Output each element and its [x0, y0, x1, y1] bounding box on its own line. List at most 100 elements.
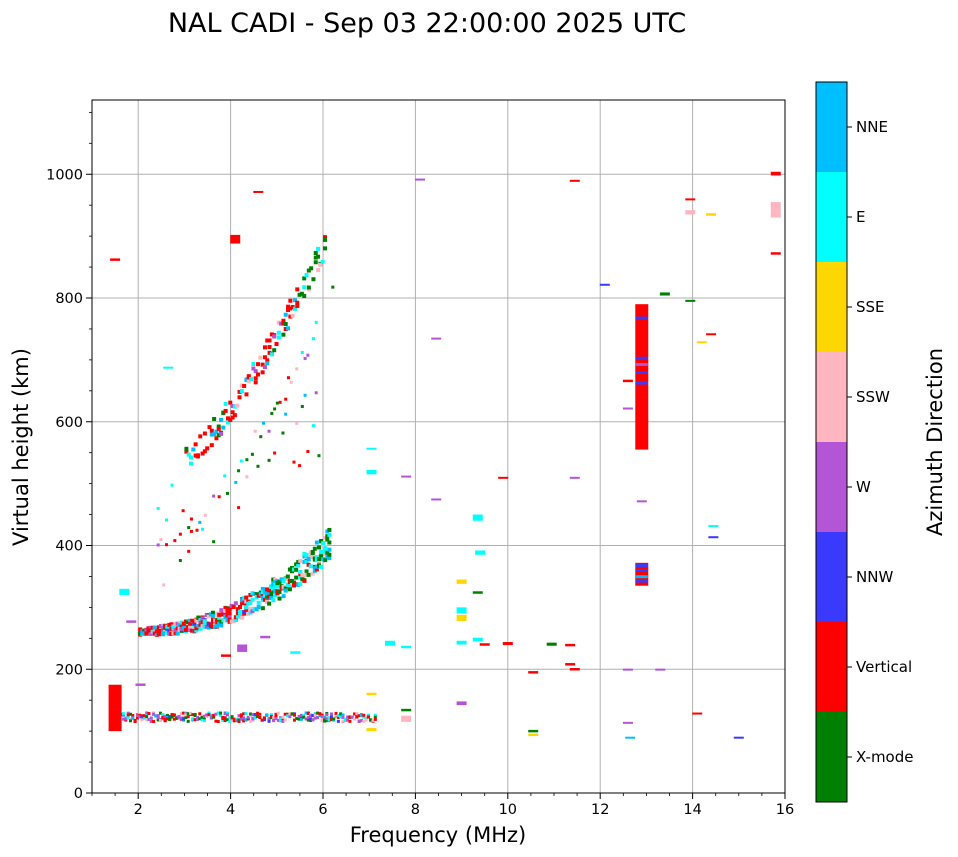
multi-hop-echo — [225, 416, 230, 421]
isolated-echo — [565, 663, 576, 666]
f-layer-echo — [277, 590, 282, 595]
f-layer-echo — [271, 586, 276, 591]
x-tick-label: 12 — [591, 802, 609, 818]
f-layer-echo — [292, 567, 297, 572]
e-layer-echo — [158, 711, 162, 715]
multi-hop-echo — [302, 285, 307, 290]
e-layer-echo — [304, 711, 308, 715]
e-layer-echo — [336, 715, 340, 719]
multi-hop-echo — [214, 429, 219, 434]
second-hop-echo — [278, 400, 282, 404]
f-layer-echo — [188, 627, 193, 632]
y-tick-label: 1000 — [46, 167, 83, 183]
multi-hop-echo — [256, 372, 261, 377]
f-layer-echo — [310, 555, 315, 560]
e-layer-echo — [302, 714, 306, 718]
f-layer-echo — [146, 629, 151, 634]
f-layer-echo — [277, 596, 282, 601]
multi-hop-echo — [274, 342, 279, 347]
f-layer-echo — [292, 580, 297, 585]
e-layer-echo — [274, 716, 278, 720]
multi-hop-echo — [288, 306, 293, 311]
isolated-echo — [502, 642, 513, 646]
scatter-echo — [284, 412, 288, 416]
f-layer-echo — [289, 569, 294, 574]
e-layer-echo — [168, 715, 172, 719]
f-layer-echo — [294, 567, 299, 572]
e-layer-echo — [311, 718, 315, 722]
f-layer-echo — [279, 586, 284, 591]
multi-hop-echo — [209, 443, 214, 448]
f-layer-echo — [310, 571, 315, 576]
e-layer-echo — [219, 711, 223, 715]
f-layer-echo — [175, 621, 180, 626]
f-layer-echo — [188, 621, 193, 626]
scatter-echo — [295, 421, 299, 425]
f-layer-echo — [210, 624, 215, 629]
e-layer-echo — [362, 713, 366, 717]
f-layer-echo — [244, 608, 249, 613]
e-layer-echo — [339, 712, 343, 716]
f-layer-echo — [275, 584, 280, 589]
f-layer-echo — [271, 598, 276, 603]
f-layer-echo — [314, 540, 319, 545]
e-layer-echo — [256, 711, 260, 715]
e-layer-echo — [221, 716, 225, 720]
e-layer-echo — [320, 714, 324, 718]
e-layer-echo — [329, 718, 333, 722]
isolated-echo — [706, 213, 717, 216]
f-layer-echo — [196, 615, 201, 620]
isolated-echo — [108, 684, 122, 732]
f-layer-echo — [258, 592, 263, 597]
f-layer-echo — [138, 627, 143, 632]
f-layer-echo — [312, 557, 317, 562]
multi-hop-echo — [283, 327, 288, 332]
multi-hop-echo — [272, 348, 277, 353]
second-hop-echo — [234, 480, 238, 484]
e-layer-echo — [200, 715, 204, 719]
f-layer-echo — [298, 582, 303, 587]
e-layer-echo — [223, 712, 227, 716]
isolated-echo — [565, 643, 576, 647]
e-layer-echo — [223, 716, 227, 720]
e-layer-echo — [295, 717, 299, 721]
isolated-echo — [126, 620, 137, 623]
isolated-echo — [770, 202, 781, 218]
f-layer-echo — [279, 577, 284, 582]
e-layer-echo — [202, 714, 206, 718]
f-layer-echo — [283, 588, 288, 593]
x-axis-label: Frequency (MHz) — [350, 823, 526, 847]
e-layer-echo — [168, 717, 172, 721]
f-layer-echo — [302, 560, 307, 565]
f-layer-echo — [229, 619, 234, 624]
scatter-echo — [225, 491, 229, 495]
e-layer-echo — [214, 712, 218, 716]
f-layer-echo — [158, 629, 163, 634]
e-layer-echo — [138, 715, 142, 719]
e-layer-echo — [131, 716, 135, 720]
e-layer-echo — [163, 717, 167, 721]
f-layer-echo — [248, 610, 253, 615]
f-layer-echo — [206, 622, 211, 627]
scatter-echo — [245, 475, 249, 479]
multi-hop-echo — [246, 375, 251, 380]
f-layer-echo — [316, 545, 321, 550]
f-layer-echo — [312, 568, 317, 573]
f-layer-echo — [327, 556, 332, 561]
multi-hop-echo — [318, 262, 323, 267]
column-accent — [635, 579, 648, 583]
e-layer-echo — [158, 719, 162, 723]
e-layer-echo — [256, 714, 260, 718]
e-layer-echo — [253, 716, 257, 720]
y-tick-label: 200 — [55, 662, 83, 678]
second-hop-echo — [275, 401, 279, 405]
f-layer-echo — [242, 601, 247, 606]
f-layer-echo — [217, 612, 222, 617]
e-layer-echo — [244, 711, 248, 715]
plot-area: 2 4 6 8 10 12 14 16 0 200 400 600 800 1000 — [46, 99, 794, 818]
multi-hop-echo — [286, 308, 291, 313]
isolated-echo — [253, 190, 264, 193]
f-layer-echo — [206, 614, 211, 619]
e-layer-echo — [235, 717, 239, 721]
isolated-echo — [290, 651, 301, 654]
